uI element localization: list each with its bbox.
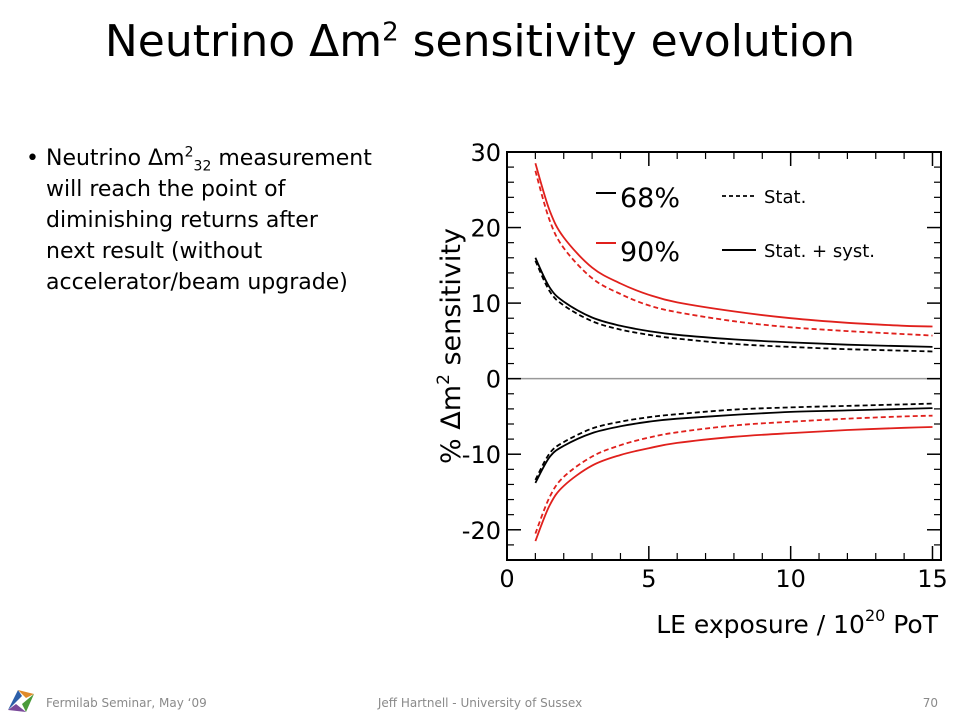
y-label-prefix: % <box>436 430 467 464</box>
y-tick-label: 30 <box>470 139 501 167</box>
chart-ticks: 0 5 10 15 30 20 10 0 -10 -20 <box>462 139 948 593</box>
x-axis-label: LE exposure / 1020 PoT <box>656 606 938 639</box>
x-tick-label: 15 <box>917 565 948 593</box>
x-tick-label: 0 <box>499 565 514 593</box>
legend-90-label: 90% <box>620 237 680 268</box>
x-label-rest: PoT <box>885 610 938 639</box>
legend-statsyst-label: Stat. + syst. <box>764 241 875 262</box>
bullet-list: Neutrino Δm232 measurement will reach th… <box>26 143 373 298</box>
title-rest: sensitivity evolution <box>398 16 856 67</box>
title-main: Neutrino Δm <box>104 16 383 67</box>
legend-68-label: 68% <box>620 183 680 214</box>
curve-68-statsyst-upper <box>534 257 933 348</box>
y-label-m: m <box>436 385 467 411</box>
y-axis-label: % Δm2 sensitivity <box>434 228 467 464</box>
y-tick-label: -10 <box>462 441 501 469</box>
x-tick-label: 5 <box>641 565 656 593</box>
plot-frame <box>506 151 942 561</box>
page-number: 70 <box>922 696 938 710</box>
curve-68-stat-upper <box>534 260 933 353</box>
curve-90-statsyst-lower <box>534 426 933 542</box>
y-tick-label: 20 <box>470 215 501 243</box>
curve-68-statsyst-lower <box>534 407 933 484</box>
curve-90-stat-lower <box>534 414 933 534</box>
y-tick-label: 10 <box>470 290 501 318</box>
y-tick-label: -20 <box>462 517 501 545</box>
bullet-rest: measurement will reach the point of dimi… <box>46 146 372 295</box>
y-label-rest: sensitivity <box>436 228 467 374</box>
footer-author: Jeff Hartnell - University of Sussex <box>377 696 583 710</box>
bullet-superscript: 2 <box>184 144 194 161</box>
x-tick-label: 10 <box>775 565 806 593</box>
chart-series <box>534 163 933 542</box>
fermilab-logo-icon <box>8 690 34 712</box>
x-label-superscript: 20 <box>865 606 885 625</box>
sensitivity-chart: 0 5 10 15 30 20 10 0 -10 -20 % Δm2 sensitivity LE… <box>434 139 948 639</box>
bullet-lead: Neutrino Δm <box>46 146 185 171</box>
title-superscript: 2 <box>382 17 399 48</box>
y-label-delta: Δ <box>436 411 467 430</box>
curve-90-stat-upper <box>534 170 933 337</box>
bullet-item: Neutrino Δm232 measurement will reach th… <box>26 143 373 298</box>
legend-stat-label: Stat. <box>764 187 806 208</box>
slide-title: Neutrino Δm2 sensitivity evolution <box>0 12 960 72</box>
footer-event: Fermilab Seminar, May ‘09 <box>46 696 207 710</box>
chart-legend: 68% 90% Stat. Stat. + syst. <box>596 183 875 268</box>
bullet-subscript: 32 <box>193 158 212 175</box>
x-label-main: LE exposure / 10 <box>656 610 865 639</box>
y-tick-label: 0 <box>486 366 501 394</box>
curve-90-statsyst-upper <box>534 163 933 328</box>
y-label-superscript: 2 <box>434 374 454 385</box>
